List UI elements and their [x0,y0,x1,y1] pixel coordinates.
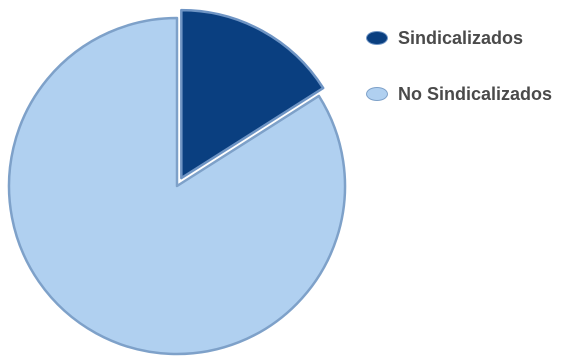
pie-slice-no-sindicalizados [7,16,347,356]
legend-swatch-no-sindicalizados [366,87,388,101]
legend-label-no-sindicalizados: No Sindicalizados [398,83,553,104]
legend-label-sindicalizados: Sindicalizados [398,27,524,48]
pie-slice-sindicalizados [180,8,325,180]
legend-item-no-sindicalizados: No Sindicalizados [366,80,552,108]
legend: Sindicalizados No Sindicalizados [366,24,552,136]
legend-item-sindicalizados: Sindicalizados [366,24,552,52]
legend-swatch-sindicalizados [366,31,388,45]
